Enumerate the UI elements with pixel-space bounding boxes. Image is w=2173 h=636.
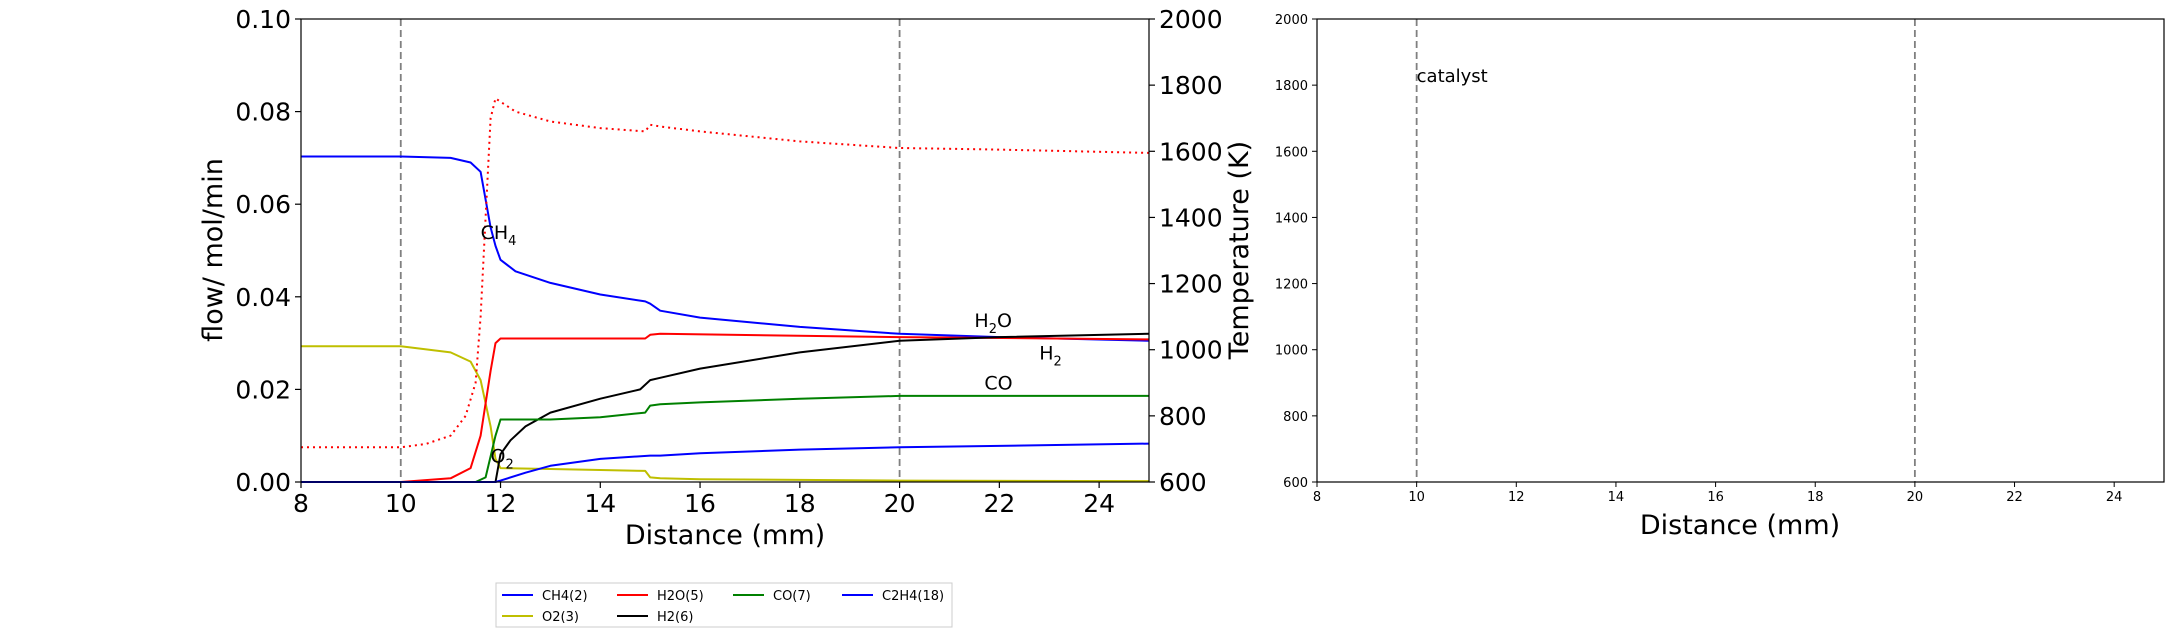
series-line-1 [301, 345, 1150, 483]
right-chart-y-tick-label-0: 600 [1283, 476, 1308, 491]
right-chart-x-tick-label-5: 18 [1807, 490, 1824, 505]
right-chart-x-tick-label-2: 12 [1508, 490, 1525, 505]
left-chart: 8 10 12 14 16 18 20 22 24 0.00 0.02 0.04 0.06 0.08 0.… [198, 5, 1255, 551]
left-y-tick-label-1: 0.02 [235, 375, 291, 404]
legend-box [495, 582, 953, 628]
left-y-tick-label-4: 0.08 [235, 98, 291, 127]
right-y-tick-label-5: 1600 [1159, 137, 1223, 166]
right-chart-y-tick-label-7: 2000 [1275, 13, 1308, 28]
right-chart-x-tick-label-1: 10 [1408, 490, 1425, 505]
species-annotation-0: CH4 [481, 222, 517, 249]
right-chart-x-tick-label-8: 24 [2106, 490, 2123, 505]
legend-label-1: H2O(5) [657, 589, 704, 604]
left-x-tick-label-3: 14 [584, 489, 616, 518]
right-chart-y-tick-label-5: 1600 [1275, 145, 1308, 160]
left-x-tick-label-5: 18 [784, 489, 816, 518]
right-y-tick-label-2: 1000 [1159, 336, 1223, 365]
legend-label-2: CO(7) [773, 589, 811, 604]
legend-label-0: CH4(2) [542, 589, 588, 604]
right-chart-x-tick-label-4: 16 [1707, 490, 1724, 505]
species-annotation-4: CO [984, 372, 1012, 394]
right-chart-x-tick-label-7: 22 [2006, 490, 2023, 505]
right-y-tick-label-4: 1400 [1159, 203, 1223, 232]
left-x-tick-label-4: 16 [684, 489, 716, 518]
species-annotation-2: H2O [974, 310, 1012, 337]
right-chart-x-tick-label-0: 8 [1313, 490, 1321, 505]
series-line-6 [301, 97, 1150, 449]
catalyst-annotation: catalyst [1417, 66, 1488, 87]
right-chart-x-tick-label-3: 14 [1608, 490, 1625, 505]
left-x-tick-label-0: 8 [293, 489, 309, 518]
left-y-tick-label-2: 0.04 [235, 283, 291, 312]
legend: CH4(2) H2O(5) CO(7) C2H4(18) O2(3) H2(6) [495, 582, 953, 628]
right-chart-x-tick-label-6: 20 [1907, 490, 1924, 505]
left-y-tick-label-0: 0.00 [235, 468, 291, 497]
right-chart-y-tick-label-4: 1400 [1275, 211, 1308, 226]
left-x-tick-label-8: 24 [1083, 489, 1115, 518]
left-x-axis-label: Distance (mm) [625, 520, 825, 551]
series-line-4 [301, 394, 1149, 483]
right-y-tick-label-1: 800 [1159, 402, 1207, 431]
right-y-tick-label-6: 1800 [1159, 71, 1223, 100]
left-x-tick-label-1: 10 [385, 489, 417, 518]
left-y-tick-label-5: 0.10 [235, 5, 291, 34]
right-chart-y-tick-label-2: 1000 [1275, 344, 1308, 359]
species-annotation-3: H2 [1039, 342, 1062, 369]
series-line-5 [301, 442, 1150, 483]
right-chart-x-axis-label: Distance (mm) [1640, 510, 1840, 541]
left-y-axis-label: flow/ mol/min [198, 158, 229, 342]
species-annotation-1: O2 [491, 446, 514, 473]
left-x-tick-label-2: 12 [485, 489, 517, 518]
legend-label-4: O2(3) [542, 610, 579, 625]
left-y-tick-label-3: 0.06 [235, 190, 291, 219]
right-y-tick-label-0: 600 [1159, 468, 1207, 497]
right-chart-y-tick-label-6: 1800 [1275, 79, 1308, 94]
right-y-tick-label-3: 1200 [1159, 270, 1223, 299]
right-y-axis-label: Temperature (K) [1224, 141, 1255, 360]
left-x-tick-label-7: 22 [983, 489, 1015, 518]
series-line-2 [301, 332, 1150, 483]
right-plot-frame [1316, 18, 2165, 483]
right-chart: 8 10 12 14 16 18 20 22 24 600 800 1000 1200 1400 1600… [1275, 13, 2165, 541]
legend-label-3: C2H4(18) [882, 589, 944, 604]
series-line-0 [301, 155, 1150, 342]
legend-label-5: H2(6) [657, 610, 693, 625]
right-chart-y-tick-label-1: 800 [1283, 410, 1308, 425]
series-line-3 [301, 332, 1150, 483]
left-plot-frame [300, 18, 1150, 483]
right-y-tick-label-7: 2000 [1159, 5, 1223, 34]
right-chart-y-tick-label-3: 1200 [1275, 278, 1308, 293]
left-x-tick-label-6: 20 [884, 489, 916, 518]
